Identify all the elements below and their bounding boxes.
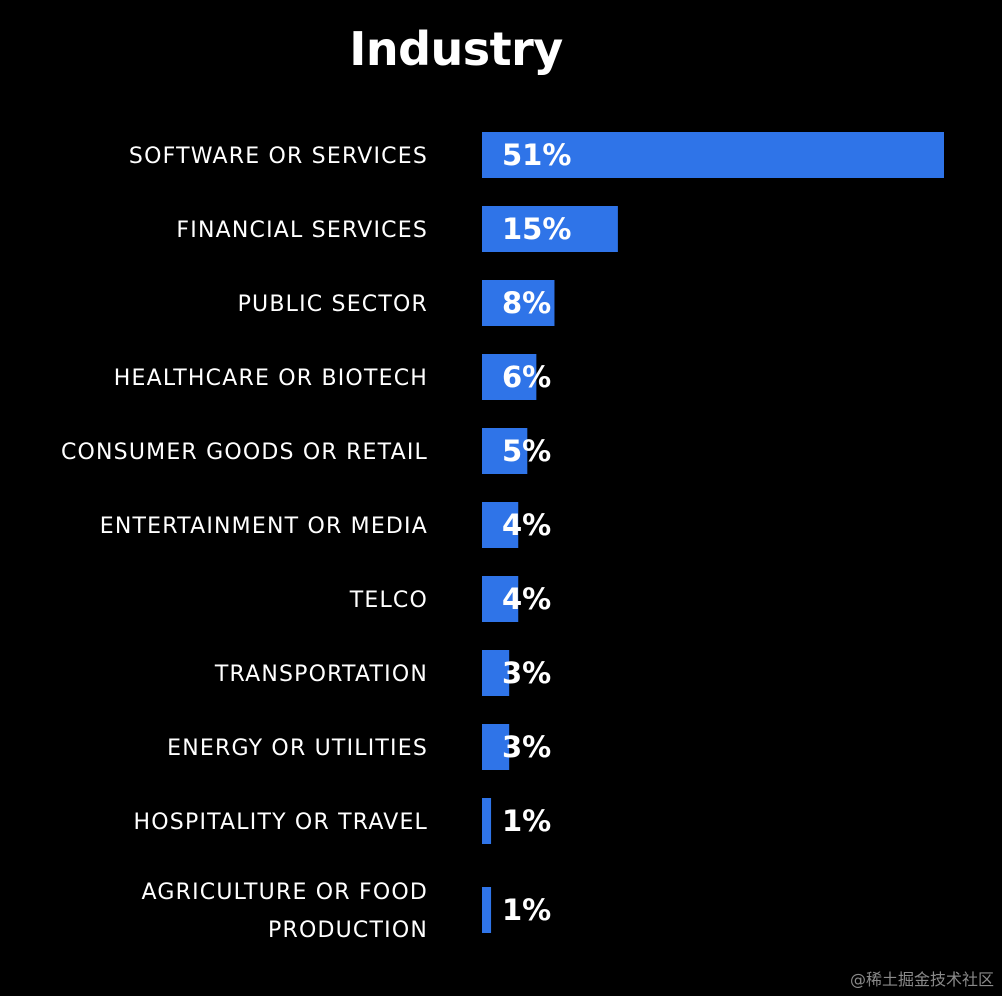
bar [482, 280, 555, 326]
category-label: HOSPITALITY OR TRAVEL [134, 810, 428, 835]
bar [482, 132, 944, 178]
data-label: 4% [502, 508, 551, 542]
watermark: @稀土掘金技术社区 [849, 970, 994, 989]
data-label: 4% [502, 582, 551, 616]
category-label: SOFTWARE OR SERVICES [129, 144, 428, 169]
data-label: 5% [502, 434, 551, 468]
data-label: 15% [502, 212, 571, 246]
data-label: 3% [502, 656, 551, 690]
data-label: 1% [502, 804, 551, 838]
labels-layer: 51% SOFTWARE OR SERVICES 15% FINANCIAL SERV… [61, 138, 571, 943]
data-label: 8% [502, 286, 551, 320]
data-label: 6% [502, 360, 551, 394]
category-label: CONSUMER GOODS OR RETAIL [61, 440, 428, 465]
category-label: FINANCIAL SERVICES [176, 218, 428, 243]
bar [482, 724, 510, 770]
bar [482, 650, 510, 696]
bar [482, 354, 537, 400]
category-label: AGRICULTURE OR FOOD PRODUCTION [141, 880, 428, 943]
data-label: 51% [502, 138, 571, 172]
category-label: TRANSPORTATION [214, 662, 428, 687]
category-label: ENERGY OR UTILITIES [167, 736, 428, 761]
bar [482, 798, 492, 844]
bar [482, 502, 519, 548]
category-label: PUBLIC SECTOR [238, 292, 428, 317]
bars-layer [482, 132, 944, 933]
data-label: 3% [502, 730, 551, 764]
chart-title: Industry [349, 22, 563, 76]
category-label: HEALTHCARE OR BIOTECH [114, 366, 428, 391]
bar [482, 206, 618, 252]
bar [482, 887, 492, 933]
data-label: 1% [502, 893, 551, 927]
category-label: ENTERTAINMENT OR MEDIA [100, 514, 428, 539]
category-label: TELCO [349, 588, 428, 613]
bar [482, 576, 519, 622]
bar [482, 428, 528, 474]
